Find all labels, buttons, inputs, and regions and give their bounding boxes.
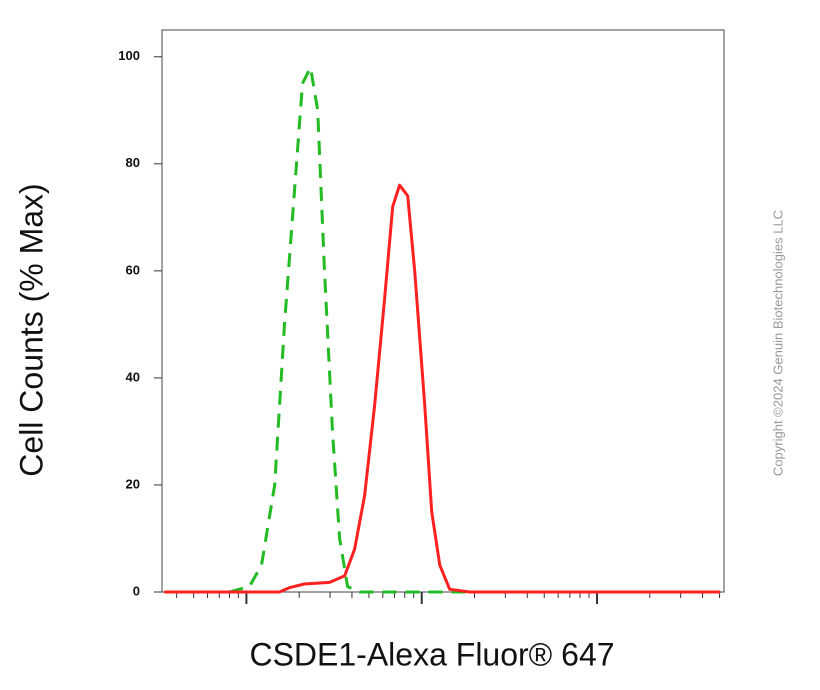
x-axis-label: CSDE1-Alexa Fluor® 647 xyxy=(249,636,614,672)
plot-frame xyxy=(161,29,725,593)
histogram-line xyxy=(164,183,721,594)
y-tick-label: 20 xyxy=(126,476,140,491)
histogram-line xyxy=(229,66,721,594)
y-tick-label: 60 xyxy=(126,262,140,277)
y-tick-label: 40 xyxy=(126,369,140,384)
y-tick-label: 100 xyxy=(118,48,140,63)
watermark: Copyright ©2024 Genuin Biotechnologies L… xyxy=(770,210,785,476)
y-axis-label: Cell Counts (% Max) xyxy=(13,183,49,476)
y-tick-label: 80 xyxy=(126,155,140,170)
y-tick-label: 0 xyxy=(133,583,140,598)
